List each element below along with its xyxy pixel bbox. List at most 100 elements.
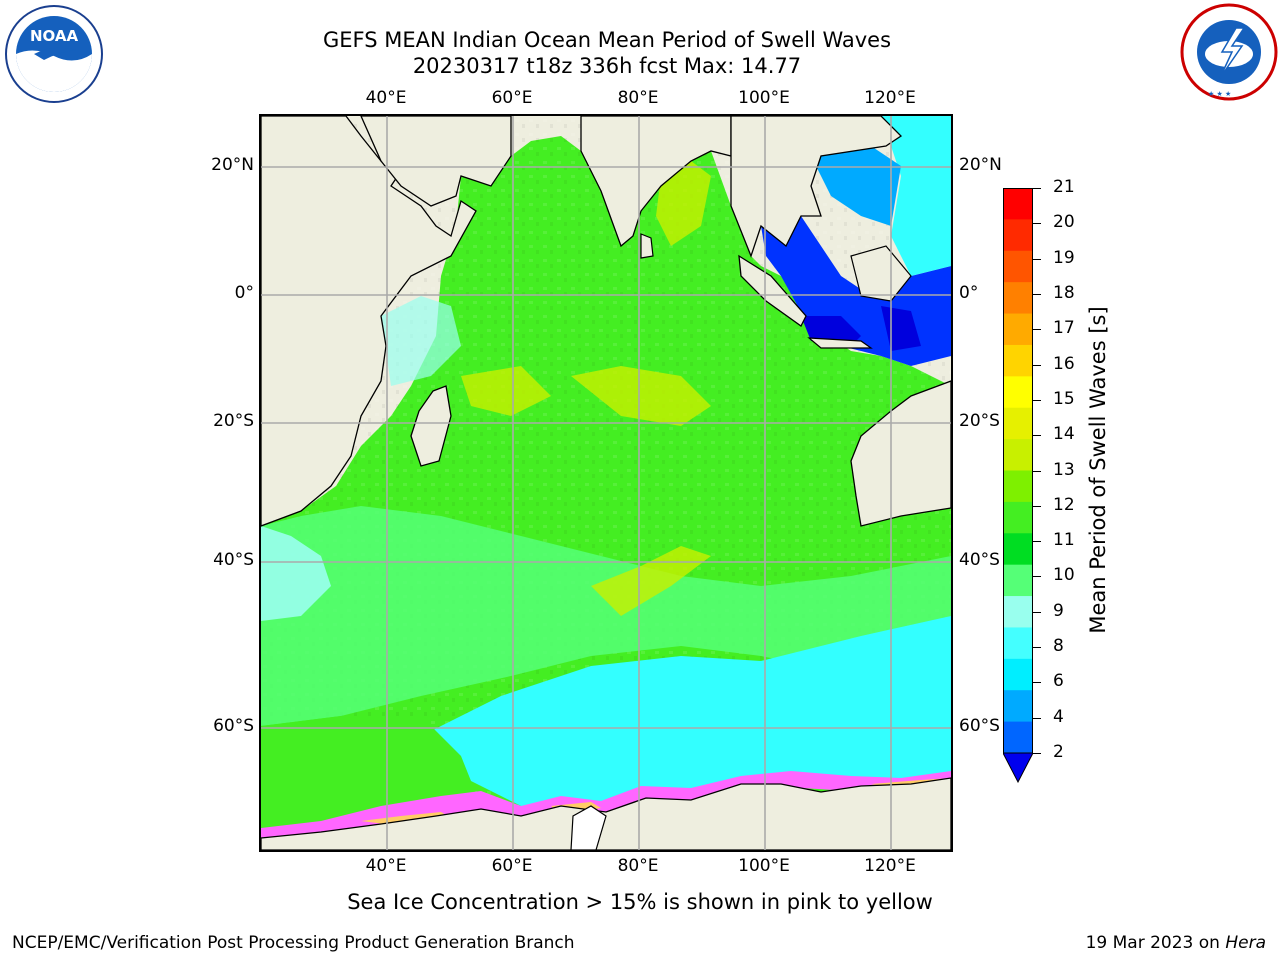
antarctica-land (261, 777, 951, 850)
lon-tick-top-60e: 60°E (491, 88, 533, 108)
graticule (261, 116, 951, 850)
lat-tick-left-40s: 40°S (213, 550, 254, 570)
sea-ice-footnote: Sea Ice Concentration > 15% is shown in … (347, 890, 933, 914)
se-asia-land (730, 116, 903, 258)
sri-lanka (640, 233, 654, 259)
colorbar-tick-label: 4 (1053, 706, 1064, 727)
colorbar-band (1003, 344, 1033, 377)
lat-tick-left-0: 0° (234, 283, 254, 303)
colorbar-band (1003, 721, 1033, 754)
colorbar-tick-mark (1033, 399, 1041, 401)
colorbar-tick-label: 11 (1053, 530, 1075, 551)
lon-tick-bottom-40e: 40°E (365, 856, 407, 876)
svg-text:★ ★ ★: ★ ★ ★ (1208, 90, 1231, 98)
colorbar-outline (1003, 188, 1033, 754)
colorbar-under-triangle (1003, 752, 1033, 783)
lat-tick-left-60s: 60°S (213, 716, 254, 736)
map-subtitle: 20230317 t18z 336h fcst Max: 14.77 (412, 54, 802, 78)
lon-tick-top-40e: 40°E (365, 88, 407, 108)
colorbar-band (1003, 564, 1033, 597)
lon-tick-bottom-80e: 80°E (617, 856, 659, 876)
sumatra (738, 254, 807, 327)
colorbar-tick-mark (1033, 223, 1041, 225)
credit-date: 19 Mar 2023 on Hera (1086, 933, 1266, 953)
colorbar-title: Mean Period of Swell Waves [s] (1086, 306, 1110, 634)
borneo (850, 245, 912, 302)
colorbar-tick-label: 13 (1053, 459, 1075, 480)
colorbar-tick-label: 10 (1053, 565, 1075, 586)
lat-tick-right-60s: 60°S (959, 716, 1000, 736)
colorbar-tick-label: 18 (1053, 282, 1075, 303)
colorbar-band (1003, 376, 1033, 409)
colorbar-tick-label: 8 (1053, 636, 1064, 657)
colorbar-band (1003, 439, 1033, 471)
colorbar-tick-label: 19 (1053, 247, 1075, 268)
lon-tick-bottom-100e: 100°E (738, 856, 790, 876)
map-title: GEFS MEAN Indian Ocean Mean Period of Sw… (322, 28, 892, 52)
lat-tick-right-40s: 40°S (959, 550, 1000, 570)
colorbar-tick-mark (1033, 188, 1041, 189)
nws-logo: ★ ★ ★ (1178, 2, 1280, 102)
colorbar-tick-label: 20 (1053, 212, 1075, 233)
colorbar-tick-label: 9 (1053, 600, 1064, 621)
colorbar-tick-label: 2 (1053, 742, 1064, 762)
colorbar-band (1003, 501, 1033, 534)
colorbar-band (1003, 658, 1033, 691)
credit-branch: NCEP/EMC/Verification Post Processing Pr… (12, 933, 575, 953)
lon-tick-top-100e: 100°E (738, 88, 790, 108)
colorbar-tick-mark (1033, 505, 1041, 507)
colorbar-band (1003, 690, 1033, 723)
colorbar-band (1003, 596, 1033, 628)
colorbar-tick-mark (1033, 470, 1041, 472)
lon-tick-bottom-60e: 60°E (491, 856, 533, 876)
lon-tick-bottom-120e: 120°E (864, 856, 916, 876)
colorbar-tick-mark (1033, 435, 1041, 437)
colorbar-band (1003, 627, 1033, 660)
lat-tick-right-20n: 20°N (959, 155, 1002, 175)
swell-8-9-band (261, 526, 331, 621)
arabia-land (360, 116, 512, 207)
lat-tick-right-0: 0° (959, 283, 979, 303)
colorbar (1003, 188, 1033, 783)
colorbar-tick-label: 14 (1053, 424, 1075, 445)
colorbar-tick-label: 16 (1053, 353, 1075, 374)
australia-land (850, 380, 951, 527)
colorbar-tick-mark (1033, 293, 1041, 295)
svg-text:NOAA: NOAA (30, 27, 79, 45)
credit-date-text: 19 Mar 2023 on (1085, 933, 1226, 953)
colorbar-band (1003, 470, 1033, 503)
colorbar-tick-mark (1033, 717, 1041, 719)
lat-tick-right-20s: 20°S (959, 411, 1000, 431)
colorbar-band (1003, 313, 1033, 346)
lat-tick-left-20n: 20°N (211, 155, 254, 175)
colorbar-band (1003, 188, 1033, 220)
lat-tick-left-20s: 20°S (213, 411, 254, 431)
madagascar (410, 385, 452, 467)
antarctica-notch (570, 805, 607, 850)
swell-period-map (259, 114, 953, 852)
colorbar-tick-mark (1033, 576, 1041, 578)
colorbar-tick-mark (1033, 258, 1041, 260)
colorbar-tick-mark (1033, 682, 1041, 684)
colorbar-tick-label: 15 (1053, 388, 1075, 409)
colorbar-tick-mark (1033, 364, 1041, 366)
colorbar-tick-mark (1033, 541, 1041, 543)
lon-tick-top-120e: 120°E (864, 88, 916, 108)
colorbar-tick-mark (1033, 647, 1041, 649)
colorbar-band (1003, 407, 1033, 440)
colorbar-tick-label: 17 (1053, 318, 1075, 339)
swell-8-9-band-west (381, 296, 461, 386)
swell-9-10-band (261, 506, 951, 726)
colorbar-band (1003, 282, 1033, 315)
credit-host: Hera (1225, 933, 1266, 953)
lon-tick-top-80e: 80°E (617, 88, 659, 108)
colorbar-tick-mark (1033, 329, 1041, 331)
colorbar-tick-mark (1033, 753, 1041, 754)
swell-12-13-patches (461, 161, 711, 616)
colorbar-band (1003, 250, 1033, 283)
noaa-logo: NOAA (4, 4, 104, 104)
colorbar-band (1003, 219, 1033, 252)
colorbar-tick-label: 21 (1053, 177, 1075, 197)
colorbar-tick-label: 12 (1053, 494, 1075, 515)
java (807, 337, 873, 349)
